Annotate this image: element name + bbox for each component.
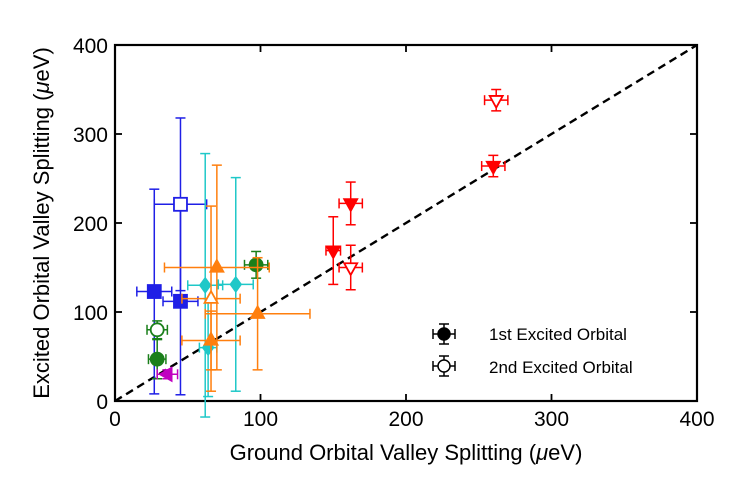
green-point-1-marker (149, 351, 165, 367)
x-axis-title: Ground Orbital Valley Splitting (μeV) (230, 440, 583, 465)
blue-point-2-marker (173, 293, 188, 309)
blue-point-1-marker (146, 284, 162, 299)
y-axis-title: Excited Orbital Valley Splitting (μeV) (29, 47, 54, 399)
data-points (136, 88, 509, 418)
series-orange (163, 164, 311, 392)
y-tick-label-100: 100 (73, 302, 108, 325)
series-cyan (187, 152, 254, 418)
red-point-4 (338, 244, 364, 291)
green-point-3-marker (149, 322, 165, 338)
green-point-2 (243, 250, 269, 279)
plot-area: 0 100 200 300 400 0 100 200 300 400 (73, 35, 715, 431)
red-point-5-marker (488, 95, 505, 110)
orange-point-4-marker (203, 289, 220, 304)
legend-label-1st-excited: 1st Excited Orbital (489, 325, 627, 344)
y-tick-label-0: 0 (96, 391, 108, 414)
legend-label-2nd-excited: 2nd Excited Orbital (489, 358, 633, 377)
orange-point-1-marker (208, 258, 225, 273)
red-point-2 (338, 181, 364, 226)
y-tick-label-400: 400 (73, 35, 108, 58)
legend-marker-open (437, 359, 451, 373)
red-point-1 (325, 216, 342, 286)
legend-entry-1st-excited: 1st Excited Orbital (432, 323, 627, 345)
red-point-3 (480, 154, 506, 178)
blue-point-3 (153, 117, 208, 292)
magenta-point-1-marker (158, 366, 173, 383)
cyan-point-2-marker (229, 275, 243, 294)
magenta-point-1 (156, 366, 179, 383)
red-point-1-marker (325, 245, 342, 260)
x-tick-label-200: 200 (388, 408, 423, 431)
x-tick-label-400: 400 (679, 408, 714, 431)
reference-diagonal-line (114, 43, 698, 403)
orange-point-4 (181, 205, 241, 392)
y-tick-label-300: 300 (73, 124, 108, 147)
series-red (325, 88, 509, 291)
legend: 1st Excited Orbital 2nd Excited Orbital (432, 323, 633, 377)
x-tick-label-300: 300 (534, 408, 569, 431)
x-tick-label-0: 0 (109, 408, 121, 431)
legend-entry-2nd-excited: 2nd Excited Orbital (432, 355, 633, 377)
red-point-2-marker (342, 198, 359, 213)
legend-marker-filled (437, 327, 451, 341)
red-point-3-marker (485, 160, 502, 176)
green-point-3 (146, 320, 169, 340)
axis-ticks: 0 100 200 300 400 0 100 200 300 400 (73, 35, 715, 431)
red-point-4-marker (342, 262, 359, 277)
x-tick-label-100: 100 (243, 408, 278, 431)
orange-point-2 (204, 256, 311, 371)
red-point-5 (483, 88, 509, 112)
series-magenta (156, 366, 179, 383)
orange-point-2-marker (249, 304, 266, 319)
y-tick-label-200: 200 (73, 213, 108, 236)
cyan-point-1-marker (198, 276, 212, 294)
series-blue (136, 117, 208, 396)
green-point-2-marker (248, 257, 264, 273)
blue-point-3-marker (173, 196, 188, 212)
cyan-point-2 (217, 176, 254, 392)
